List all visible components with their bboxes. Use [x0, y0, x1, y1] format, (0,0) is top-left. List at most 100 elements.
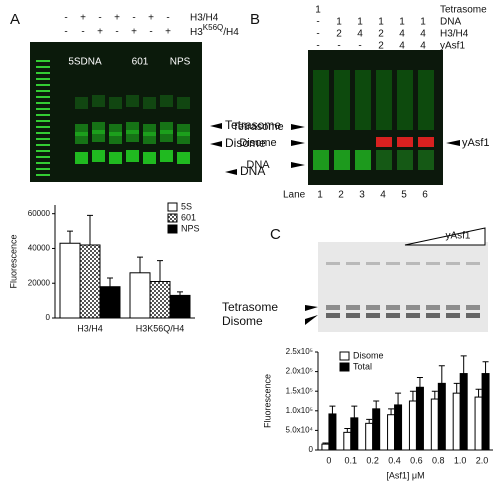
- lane-number: 3: [359, 190, 365, 201]
- error-bar: [157, 260, 163, 282]
- bar: [129, 272, 151, 319]
- arrow: [291, 140, 305, 146]
- lane-cell: 4: [399, 41, 405, 52]
- gel-b: [308, 50, 443, 185]
- band-label: DNA: [246, 159, 270, 171]
- lane-cell: 4: [399, 29, 405, 40]
- gel-band: [126, 150, 139, 162]
- x-tick-label: 0: [326, 455, 331, 465]
- row-label: H3/H4: [190, 13, 219, 24]
- gel-band: [346, 305, 360, 310]
- band-label: Tetrasome: [232, 121, 283, 133]
- lane-cell: -: [132, 13, 135, 24]
- row-label: yAsf1: [440, 41, 465, 52]
- band-label: Disome: [222, 314, 263, 328]
- gel-band: [397, 137, 413, 147]
- gel-band: [355, 150, 371, 170]
- error-bar: [137, 256, 143, 273]
- ladder-band: [36, 108, 50, 110]
- gel-band: [446, 262, 460, 265]
- lane-cell: -: [358, 41, 361, 52]
- band-label: Tetrasome: [225, 118, 281, 132]
- lane-cell: +: [97, 27, 103, 38]
- bar: [328, 413, 337, 451]
- bar: [474, 396, 483, 451]
- group-label: NPS: [170, 57, 191, 68]
- bar: [149, 280, 171, 319]
- error-bar: [416, 376, 423, 388]
- ladder-band: [36, 174, 50, 176]
- gel-band: [355, 70, 371, 130]
- ladder-band: [36, 156, 50, 158]
- y-tick-label: 5.0x10⁴: [286, 426, 314, 435]
- gel-band: [126, 95, 139, 107]
- gel-band: [386, 313, 400, 318]
- x-tick-label: 1.0: [454, 455, 467, 465]
- y-tick-label: 20000: [28, 278, 51, 287]
- x-tick-label: H3K56Q/H4: [136, 323, 185, 333]
- ladder-band: [36, 150, 50, 152]
- bar: [343, 431, 352, 451]
- error-bar: [373, 400, 380, 409]
- bar: [169, 294, 191, 319]
- legend-label: Disome: [353, 350, 384, 360]
- legend-label: 601: [181, 212, 196, 222]
- ladder-band: [36, 60, 50, 62]
- error-bar: [475, 388, 482, 398]
- lane-title: Lane: [283, 190, 306, 201]
- lane-cell: 4: [357, 29, 363, 40]
- bar: [59, 242, 81, 319]
- gel-band: [366, 262, 380, 265]
- band-label: DNA: [240, 164, 265, 178]
- ladder-band: [36, 162, 50, 164]
- y-tick-label: 0: [46, 313, 51, 322]
- ladder-band: [36, 96, 50, 98]
- error-bar: [482, 361, 489, 374]
- gel-band: [177, 152, 190, 164]
- legend-label: NPS: [181, 223, 200, 233]
- x-tick-label: 0.4: [388, 455, 401, 465]
- ladder-band: [36, 90, 50, 92]
- gel-band: [418, 150, 434, 170]
- group-label: 601: [132, 57, 149, 68]
- lane-cell: -: [316, 41, 319, 52]
- lane-cell: 2: [378, 29, 384, 40]
- row-label-part: H3: [190, 27, 203, 38]
- gel-band: [366, 313, 380, 318]
- gel-band: [143, 124, 156, 136]
- gel-band: [466, 262, 480, 265]
- x-tick-label: 0.2: [366, 455, 379, 465]
- gel-band: [446, 313, 460, 318]
- gel-band: [386, 262, 400, 265]
- gel-band: [160, 150, 173, 162]
- row-label: H3/H4: [440, 29, 469, 40]
- bar: [452, 392, 461, 451]
- legend-swatch: [339, 362, 350, 372]
- lane-cell: +: [80, 13, 86, 24]
- gel-band: [109, 97, 122, 109]
- row-label: Tetrasome: [440, 5, 487, 16]
- gel-band: [366, 305, 380, 310]
- y-axis-label: Fluorescence: [262, 374, 272, 428]
- gel-band: [397, 70, 413, 130]
- bar: [481, 373, 490, 451]
- gel-band: [346, 262, 360, 265]
- ladder-band: [36, 126, 50, 128]
- ladder-band: [36, 138, 50, 140]
- error-bar: [177, 291, 183, 296]
- gel-band: [160, 95, 173, 107]
- y-tick-label: 0: [309, 445, 314, 454]
- gel-band: [426, 305, 440, 310]
- error-bar: [351, 405, 358, 418]
- error-bar: [322, 442, 329, 445]
- ladder-band: [36, 144, 50, 146]
- lane-cell: 4: [420, 41, 426, 52]
- y-axis-label: Fluorescence: [8, 234, 18, 288]
- gel-band: [326, 305, 340, 310]
- gel-band: [386, 305, 400, 310]
- error-bar: [431, 390, 438, 400]
- ladder-band: [36, 168, 50, 170]
- lane-cell: +: [131, 27, 137, 38]
- bar: [415, 386, 424, 451]
- gel-band: [326, 313, 340, 318]
